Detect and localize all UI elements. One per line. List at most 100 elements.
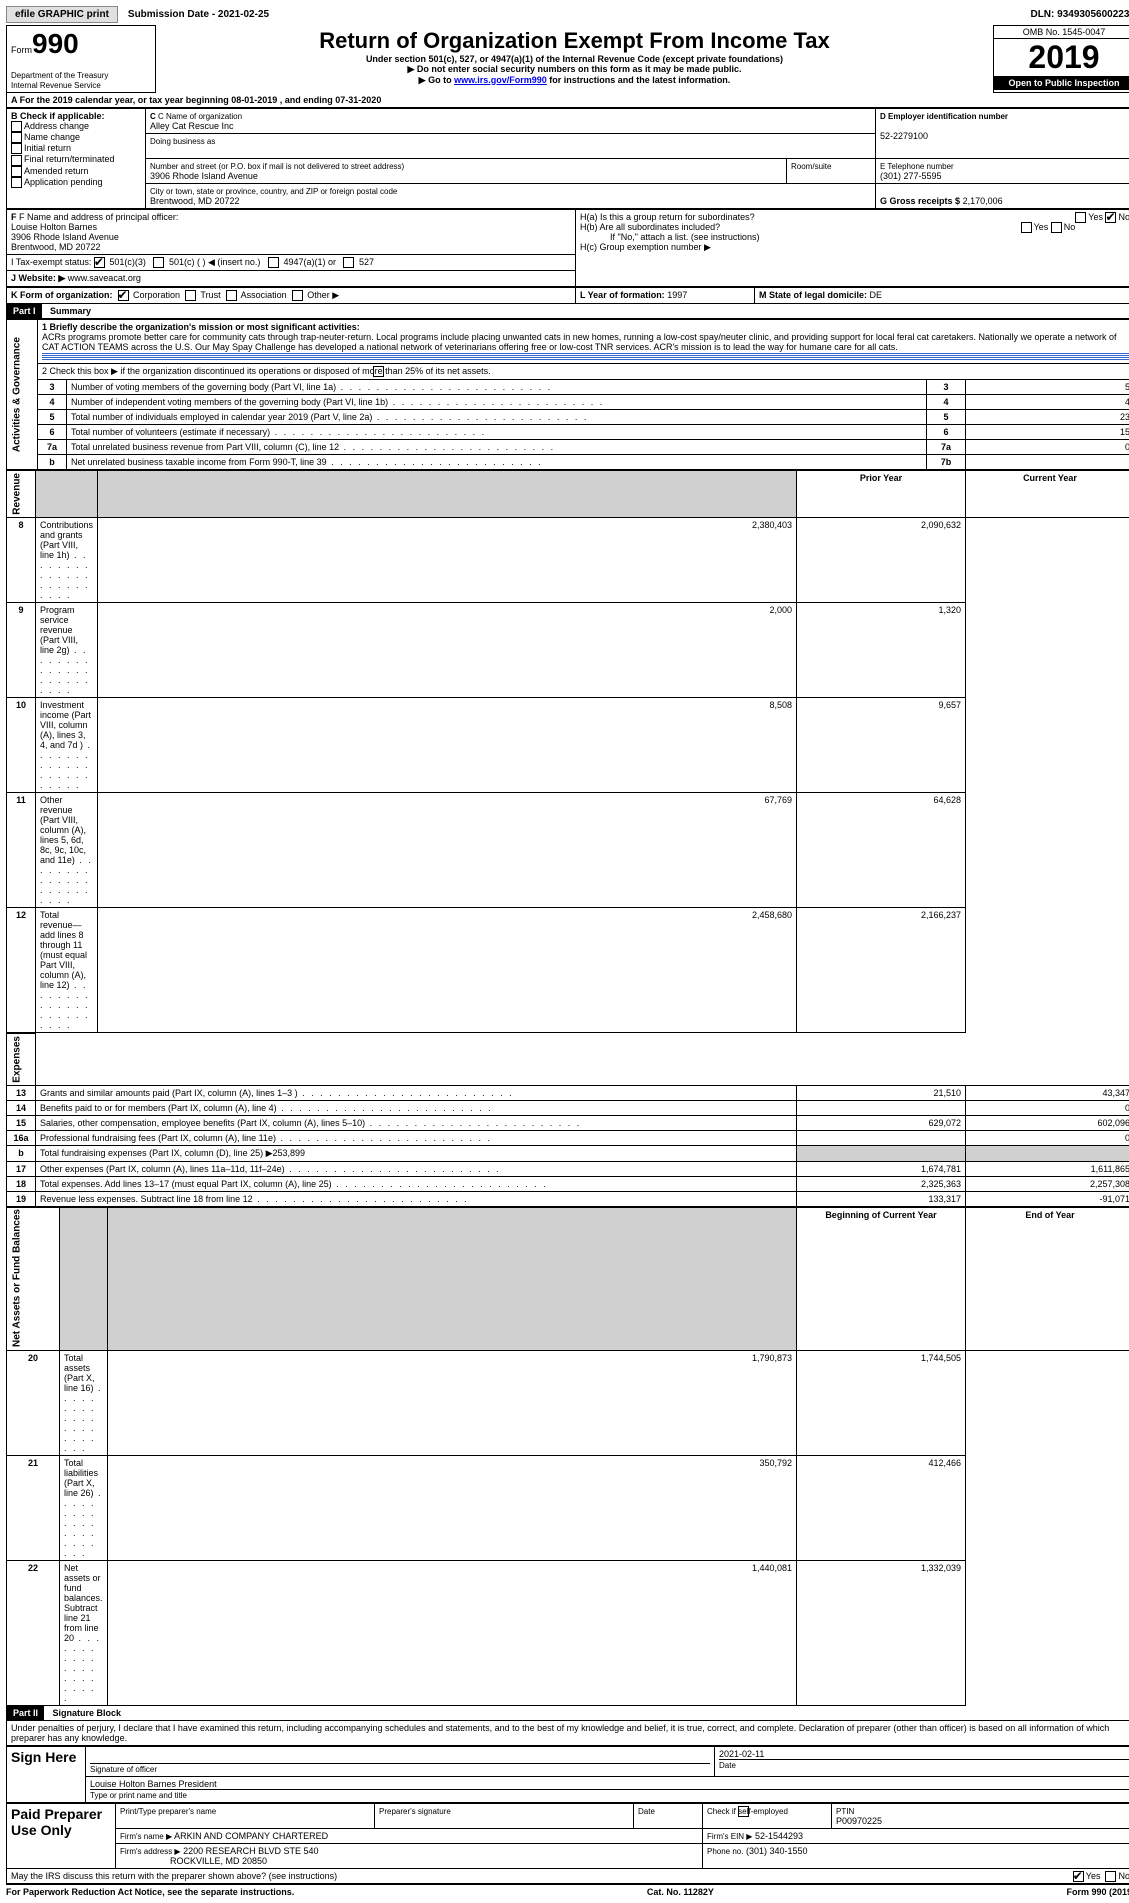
side-revenue: Revenue: [7, 471, 36, 518]
note-ssn: ▶ Do not enter social security numbers o…: [160, 64, 989, 75]
line-num: b: [7, 1145, 36, 1161]
perjury-declaration: Under penalties of perjury, I declare th…: [6, 1721, 1129, 1746]
check-trust[interactable]: [185, 290, 196, 301]
check-501c3[interactable]: [94, 257, 105, 268]
mission-text: ACRs programs promote better care for co…: [42, 332, 1117, 352]
firm-name: ARKIN AND COMPANY CHARTERED: [174, 1831, 328, 1841]
hb-no[interactable]: [1051, 222, 1062, 233]
check-name-change[interactable]: Name change: [11, 132, 141, 143]
line-num: 12: [7, 908, 36, 1033]
org-address: 3906 Rhode Island Avenue: [150, 171, 258, 181]
line-desc: Professional fundraising fees (Part IX, …: [36, 1130, 797, 1145]
irs-yes[interactable]: [1073, 1871, 1084, 1882]
current-value: 43,347: [966, 1085, 1129, 1100]
preparer-date-label: Date: [638, 1807, 655, 1816]
form-number: 990: [32, 28, 79, 59]
check-amended-return[interactable]: Amended return: [11, 166, 141, 177]
footer-left: For Paperwork Reduction Act Notice, see …: [6, 1887, 294, 1897]
prior-value: [797, 1145, 966, 1161]
line-l-label: L Year of formation:: [580, 290, 665, 300]
line-j-label: J Website: ▶: [11, 273, 65, 283]
current-value: 1,611,865: [966, 1161, 1129, 1176]
omb-number: OMB No. 1545-0047: [994, 26, 1129, 39]
dba-label: Doing business as: [150, 137, 215, 146]
line-desc: Net unrelated business taxable income fr…: [67, 455, 927, 470]
line-desc: Total revenue—add lines 8 through 11 (mu…: [36, 908, 98, 1033]
part1-tag: Part I: [7, 304, 42, 318]
check-501c[interactable]: [153, 257, 164, 268]
current-value: 9,657: [797, 698, 966, 793]
line-box: 5: [927, 410, 966, 425]
prior-value: [797, 1130, 966, 1145]
preparer-name-label: Print/Type preparer's name: [120, 1807, 216, 1816]
check-address-change[interactable]: Address change: [11, 121, 141, 132]
q2-text: 2 Check this box ▶ if the organization d…: [38, 364, 1129, 380]
line-desc: Benefits paid to or for members (Part IX…: [36, 1100, 797, 1115]
self-employed-check[interactable]: Check if self-employed: [707, 1807, 751, 1816]
check-527[interactable]: [343, 257, 354, 268]
end-value: 412,466: [797, 1455, 966, 1560]
check-initial-return[interactable]: Initial return: [11, 143, 141, 154]
form-title: Return of Organization Exempt From Incom…: [160, 28, 989, 54]
end-value: 1,332,039: [797, 1560, 966, 1705]
note-goto-post: for instructions and the latest informat…: [547, 75, 731, 85]
col-beginning: Beginning of Current Year: [797, 1207, 966, 1350]
sign-here-label: Sign Here: [7, 1746, 86, 1802]
line-desc: Number of voting members of the governin…: [67, 380, 927, 395]
begin-value: 350,792: [107, 1455, 796, 1560]
line-value: 0: [966, 440, 1129, 455]
prior-value: 2,325,363: [797, 1176, 966, 1191]
line-desc: Total unrelated business revenue from Pa…: [67, 440, 927, 455]
form-header: Form990 Department of the Treasury Inter…: [6, 25, 1129, 93]
line-num: 19: [7, 1191, 36, 1206]
irs-link[interactable]: www.irs.gov/Form990: [454, 75, 547, 85]
line-desc: Investment income (Part VIII, column (A)…: [36, 698, 98, 793]
open-inspection: Open to Public Inspection: [994, 76, 1129, 90]
ha-no[interactable]: [1105, 212, 1116, 223]
line-num: 18: [7, 1176, 36, 1191]
col-end: End of Year: [966, 1207, 1129, 1350]
line-desc: Total fundraising expenses (Part IX, col…: [36, 1145, 797, 1161]
line-a: A For the 2019 calendar year, or tax yea…: [6, 93, 1129, 108]
website: www.saveacat.org: [68, 273, 141, 283]
end-value: 1,744,505: [797, 1350, 966, 1455]
efile-print-button[interactable]: efile GRAPHIC print: [6, 6, 118, 23]
check-final-return[interactable]: Final return/terminated: [11, 154, 141, 165]
line-box: 7b: [927, 455, 966, 470]
check-other[interactable]: [292, 290, 303, 301]
check-application-pending[interactable]: Application pending: [11, 177, 141, 188]
irs-no[interactable]: [1105, 1871, 1116, 1882]
line-num: 15: [7, 1115, 36, 1130]
officer-name: Louise Holton Barnes: [11, 222, 97, 232]
tax-year: 2019: [994, 39, 1129, 76]
line-num: 13: [7, 1085, 36, 1100]
org-name: Alley Cat Rescue Inc: [150, 121, 234, 131]
line-box: 3: [927, 380, 966, 395]
side-activities-governance: Activities & Governance: [7, 320, 38, 470]
firm-phone-label: Phone no.: [707, 1847, 743, 1856]
city-label: City or town, state or province, country…: [150, 187, 397, 196]
sig-type-label: Type or print name and title: [90, 1791, 187, 1800]
h-b-note: If "No," attach a list. (see instruction…: [580, 232, 1129, 242]
hb-yes[interactable]: [1021, 222, 1032, 233]
prior-value: 133,317: [797, 1191, 966, 1206]
col-current: Current Year: [966, 471, 1129, 518]
box-e-label: E Telephone number: [880, 162, 954, 171]
officer-addr2: Brentwood, MD 20722: [11, 242, 101, 252]
h-b: H(b) Are all subordinates included? Yes …: [580, 222, 1129, 232]
ha-yes[interactable]: [1075, 212, 1086, 223]
year-formed: 1997: [667, 290, 687, 300]
part2-title: Signature Block: [47, 1706, 128, 1720]
line-desc: Total number of volunteers (estimate if …: [67, 425, 927, 440]
prior-value: 8,508: [98, 698, 797, 793]
prior-value: 67,769: [98, 793, 797, 908]
line-num: 7a: [38, 440, 67, 455]
prior-value: 629,072: [797, 1115, 966, 1130]
line-num: 21: [7, 1455, 60, 1560]
check-4947[interactable]: [268, 257, 279, 268]
line-desc: Total expenses. Add lines 13–17 (must eq…: [36, 1176, 797, 1191]
line-num: 16a: [7, 1130, 36, 1145]
check-corp[interactable]: [118, 290, 129, 301]
check-assoc[interactable]: [226, 290, 237, 301]
line-desc: Number of independent voting members of …: [67, 395, 927, 410]
